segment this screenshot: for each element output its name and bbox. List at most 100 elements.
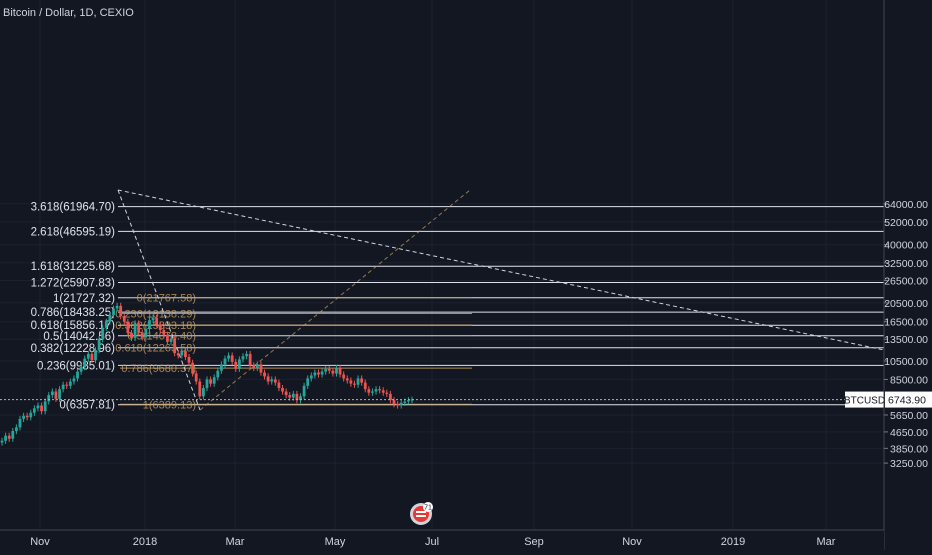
fib-retracement-label: 0(21767.58) xyxy=(137,293,196,305)
candle-body xyxy=(291,393,295,398)
price-tick-label: 26500.00 xyxy=(884,276,928,288)
candle-body xyxy=(255,364,259,368)
candle-body xyxy=(112,308,115,316)
candle-body xyxy=(263,372,266,377)
candle-body xyxy=(0,440,4,443)
candle-body xyxy=(148,320,151,329)
candle-body xyxy=(76,371,79,379)
fib-extension-label: 0.382(12228.96) xyxy=(31,343,116,355)
time-tick-label: Nov xyxy=(622,536,642,548)
fib-extension-label: 1.618(31225.68) xyxy=(31,261,116,273)
fib-extension-label: 2.618(46595.19) xyxy=(31,226,116,238)
candle-body xyxy=(115,305,119,309)
candle-body xyxy=(302,385,306,397)
candle-body xyxy=(158,324,162,331)
candle-body xyxy=(230,355,234,362)
candle-body xyxy=(191,362,195,374)
time-axis-bg xyxy=(0,530,884,550)
candle-body xyxy=(407,400,410,402)
candle-body xyxy=(198,381,202,397)
candle-body xyxy=(155,317,159,325)
events-flag-icon[interactable]: 71 xyxy=(409,501,435,527)
candle-body xyxy=(335,367,338,374)
candle-body xyxy=(295,393,299,401)
fib-extension-label: 3.618(61964.70) xyxy=(31,202,116,214)
price-tick-label: 40000.00 xyxy=(884,240,928,252)
candle-body xyxy=(216,370,220,378)
candle-body xyxy=(277,382,281,389)
candle-body xyxy=(288,395,292,398)
candle-body xyxy=(162,330,166,335)
candle-body xyxy=(187,357,191,363)
downtrend-line xyxy=(117,189,885,351)
candle-body xyxy=(119,305,123,317)
time-tick-label: 2018 xyxy=(133,536,157,548)
fib-retracement-tool[interactable]: 0(21767.58)0.236(18138.29)0.382(15893.18… xyxy=(115,293,472,412)
candle-body xyxy=(374,389,378,392)
fib-extension-label: 0.236(9985.01) xyxy=(37,360,115,372)
candle-body xyxy=(72,378,76,382)
price-tick-label: 64000.00 xyxy=(884,199,928,211)
fib-extension-label: 1.272(25907.83) xyxy=(31,277,116,289)
candle-body xyxy=(126,321,130,333)
candle-body xyxy=(4,435,7,441)
candle-body xyxy=(331,370,335,374)
time-tick-label: Nov xyxy=(30,536,50,548)
candle-body xyxy=(194,373,198,382)
candle-body xyxy=(32,408,36,413)
candle-body xyxy=(54,391,58,399)
time-tick-label: Jul xyxy=(425,536,439,548)
price-tick-label: 32500.00 xyxy=(884,258,928,270)
candle-body xyxy=(151,317,155,321)
candle-body xyxy=(14,427,18,431)
fib-extension-label: 0.618(15856.17) xyxy=(31,320,116,332)
trend-lines[interactable] xyxy=(117,189,885,411)
candle-body xyxy=(50,391,54,396)
candle-body xyxy=(306,378,310,386)
candle-body xyxy=(43,401,47,412)
candle-body xyxy=(248,353,252,366)
candle-body xyxy=(61,384,65,390)
candle-body xyxy=(284,391,288,396)
candle-body xyxy=(381,390,385,393)
candle-body xyxy=(212,377,216,384)
symbol-tag xyxy=(845,391,884,408)
candle-body xyxy=(313,372,317,376)
current-price-tag xyxy=(885,391,932,408)
fib-extension-tool[interactable]: 3.618(61964.70) 2.618(46595.19) 1.618(3122… xyxy=(31,202,884,412)
candle-body xyxy=(241,356,245,360)
price-axis[interactable]: 64000.00 52000.00 40000.00 32500.00 26500.00… xyxy=(883,0,932,550)
time-tick-label: May xyxy=(325,536,346,548)
candle-body xyxy=(353,383,356,385)
candle-body xyxy=(345,378,349,381)
price-tick-label: 13500.00 xyxy=(884,334,928,346)
candle-body xyxy=(223,358,227,365)
candle-body xyxy=(166,334,169,342)
candle-body xyxy=(266,376,270,382)
fib-extension-label: 1(21727.32) xyxy=(53,293,115,305)
candle-body xyxy=(403,401,407,403)
candle-body xyxy=(371,391,374,393)
price-tick-label: 10500.00 xyxy=(884,356,928,368)
candle-body xyxy=(396,404,400,406)
candle-body xyxy=(79,367,83,372)
candle-body xyxy=(399,402,403,406)
time-tick-label: Mar xyxy=(817,536,836,548)
price-tick-label: 8500.00 xyxy=(890,374,928,386)
candle-body xyxy=(173,338,177,354)
candle-body xyxy=(68,381,72,386)
candle-body xyxy=(22,415,25,419)
candle-body xyxy=(108,315,112,322)
candle-body xyxy=(327,368,331,371)
candle-body xyxy=(338,367,342,375)
candle-body xyxy=(363,382,367,390)
price-tick-label: 3250.00 xyxy=(890,458,928,470)
candle-body xyxy=(392,400,396,405)
candle-body xyxy=(237,359,241,369)
candle-body xyxy=(58,389,61,399)
candle-body xyxy=(11,430,15,439)
fib-extension-label: 0.786(18438.25) xyxy=(31,307,116,319)
time-axis[interactable]: Nov 2018 Mar May Jul Sep Nov 2019 Mar xyxy=(0,529,884,550)
